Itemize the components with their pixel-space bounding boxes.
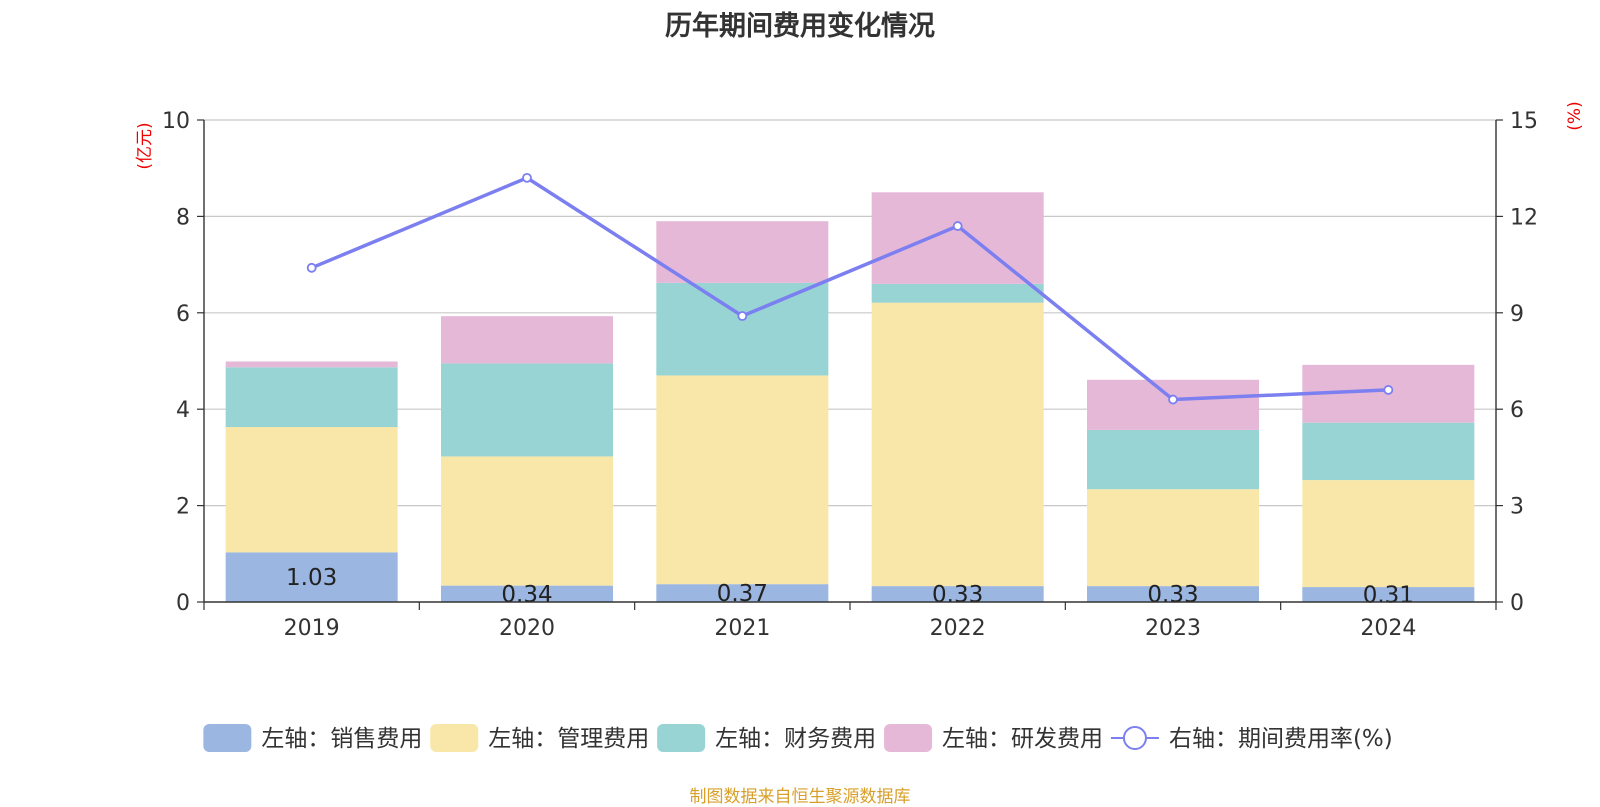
bar-segment <box>656 282 829 376</box>
bar-segment <box>871 283 1044 303</box>
legend-item: 右轴：期间费用率(%) <box>1110 726 1393 752</box>
rate-point <box>1168 394 1178 405</box>
source-note: 制图数据来自恒生聚源数据库 <box>689 787 911 807</box>
right-tick-label: 6 <box>1510 398 1524 423</box>
bar-segment <box>656 584 829 602</box>
bar-segment <box>225 427 398 553</box>
x-tick-label: 2019 <box>284 616 340 641</box>
legend-label: 左轴：研发费用 <box>942 726 1103 752</box>
right-tick-label: 9 <box>1510 302 1524 327</box>
left-tick-label: 6 <box>176 302 190 327</box>
bar-segment <box>1302 422 1475 481</box>
rate-point <box>737 311 748 321</box>
bar-segment <box>1302 480 1475 588</box>
right-tick-label: 3 <box>1510 495 1524 520</box>
data-label: 0.37 <box>717 581 768 607</box>
right-tick-label: 0 <box>1510 591 1524 616</box>
data-label: 0.34 <box>501 582 552 608</box>
rate-line <box>310 176 1389 402</box>
data-label: 0.33 <box>1147 582 1198 608</box>
data-label: 0.31 <box>1363 583 1414 609</box>
legend-marker <box>1122 726 1147 750</box>
right-tick-label: 15 <box>1510 109 1538 134</box>
x-tick-label: 2024 <box>1360 616 1416 641</box>
bar-segment <box>871 192 1044 284</box>
bar-segment <box>441 456 613 586</box>
left-tick-label: 8 <box>176 205 190 230</box>
legend-swatch <box>203 724 252 752</box>
x-tick-label: 2020 <box>499 616 555 641</box>
legend-item: 左轴：研发费用 <box>884 724 1103 752</box>
bar-segment <box>1087 379 1259 430</box>
legend-swatch <box>430 724 479 752</box>
rate-point <box>306 262 317 273</box>
left-tick-label: 10 <box>162 109 190 134</box>
bar-segment <box>656 375 829 585</box>
legend-label: 左轴：销售费用 <box>261 726 422 752</box>
data-label: 1.03 <box>286 565 337 591</box>
rate-point <box>1383 385 1394 395</box>
left-tick-label: 2 <box>176 495 190 520</box>
left-tick-label: 4 <box>176 398 190 423</box>
bar-segment <box>1087 429 1259 490</box>
chart-title: 历年期间费用变化情况 <box>665 11 935 42</box>
rate-point <box>522 172 532 183</box>
legend-label: 右轴：期间费用率(%) <box>1169 726 1393 752</box>
bar-segment <box>225 552 398 602</box>
bar-segment <box>1087 489 1259 587</box>
right-tick-label: 12 <box>1510 205 1538 230</box>
legend-label: 左轴：财务费用 <box>715 726 876 752</box>
bar-segment <box>441 585 613 602</box>
left-axis-unit: (亿元) <box>135 122 155 169</box>
rate-point <box>952 221 963 231</box>
legend-label: 左轴：管理费用 <box>488 726 649 752</box>
x-tick-label: 2021 <box>714 616 770 641</box>
right-axis-unit: (%) <box>1565 101 1585 130</box>
left-tick-label: 0 <box>176 591 190 616</box>
bar-segment <box>871 586 1044 602</box>
data-label: 0.33 <box>932 582 983 608</box>
bar-segment <box>1087 586 1259 602</box>
legend-item: 左轴：销售费用 <box>203 724 422 752</box>
bar-segment <box>441 363 613 457</box>
bar-segment <box>1302 587 1475 602</box>
x-tick-label: 2022 <box>930 616 986 641</box>
legend-swatch <box>657 724 706 752</box>
bar-segment <box>656 221 829 283</box>
legend-item: 左轴：财务费用 <box>657 724 876 752</box>
legend-item: 左轴：管理费用 <box>430 724 649 752</box>
x-tick-label: 2023 <box>1145 616 1201 641</box>
bar-segment <box>441 316 613 364</box>
bar-segment <box>225 367 398 428</box>
bar-segment <box>225 361 398 368</box>
legend-swatch <box>884 724 933 752</box>
bar-segment <box>871 302 1044 587</box>
